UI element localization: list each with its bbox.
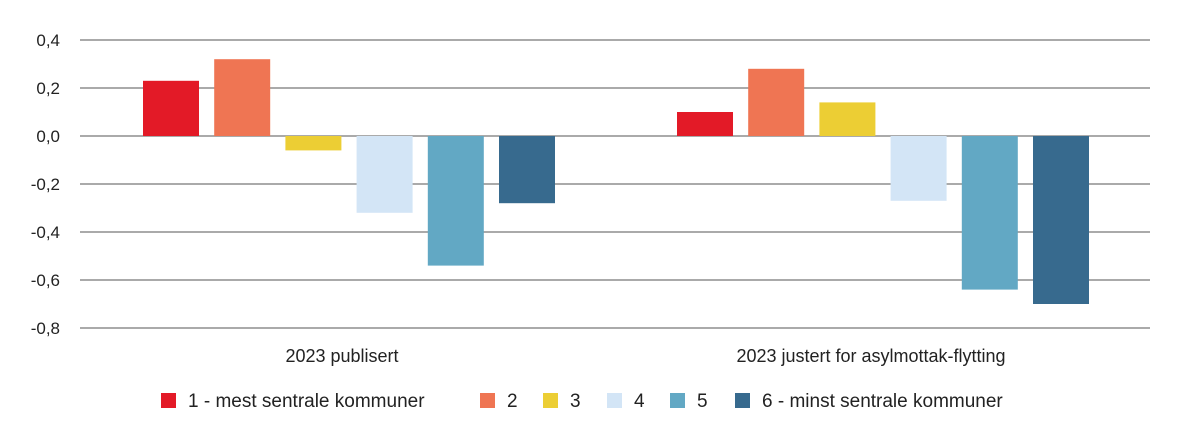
legend-label: 3	[570, 391, 581, 412]
bar-series-6-category-2	[1033, 136, 1089, 304]
legend-label: 4	[634, 391, 645, 412]
bar-series-4-category-2	[890, 136, 947, 201]
legend-swatch	[735, 393, 750, 408]
y-tick-label: 0,2	[36, 79, 60, 98]
bar-series-5-category-2	[961, 136, 1018, 290]
bar-series-3-category-1	[285, 136, 342, 151]
x-category-label: 2023 justert for asylmottak-flytting	[736, 346, 1005, 366]
legend-item: 6 - minst sentrale kommuner	[735, 391, 1003, 412]
legend-label: 6 - minst sentrale kommuner	[762, 391, 1003, 412]
legend: 1 - mest sentrale kommuner 2 3 4 5 6 - minst …	[161, 391, 1003, 412]
bar-series-2-category-2	[748, 68, 805, 136]
y-tick-label: -0,6	[31, 271, 60, 290]
x-category-label: 2023 publisert	[285, 346, 398, 366]
y-tick-label: -0,8	[31, 319, 60, 338]
legend-item: 4	[607, 391, 645, 412]
category-labels: 2023 publisert 2023 justert for asylmotta…	[285, 346, 1005, 366]
y-tick-label: 0,0	[36, 127, 60, 146]
y-tick-label: -0,2	[31, 175, 60, 194]
bar-series-1-category-2	[677, 112, 733, 136]
legend-swatch	[543, 393, 558, 408]
legend-item: 2	[480, 391, 518, 412]
y-tick-label: -0,4	[31, 223, 60, 242]
legend-swatch	[480, 393, 495, 408]
bar-series-1-category-1	[143, 80, 199, 136]
legend-swatch	[607, 393, 622, 408]
bar-series-4-category-1	[356, 136, 413, 213]
legend-label: 5	[697, 391, 708, 412]
legend-item: 3	[543, 391, 581, 412]
bar-series-3-category-2	[819, 102, 876, 136]
y-tick-label: 0,4	[36, 31, 60, 50]
legend-item: 1 - mest sentrale kommuner	[161, 391, 425, 412]
legend-label: 1 - mest sentrale kommuner	[188, 391, 425, 412]
bars	[143, 59, 1089, 304]
bar-series-6-category-1	[499, 136, 555, 204]
legend-item: 5	[670, 391, 708, 412]
legend-swatch	[670, 393, 685, 408]
legend-label: 2	[507, 391, 518, 412]
y-axis-tick-labels: 0,4 0,2 0,0 -0,2 -0,4 -0,6 -0,8	[31, 31, 60, 338]
bar-series-5-category-1	[427, 136, 484, 266]
legend-swatch	[161, 393, 176, 408]
bar-series-2-category-1	[214, 59, 271, 137]
